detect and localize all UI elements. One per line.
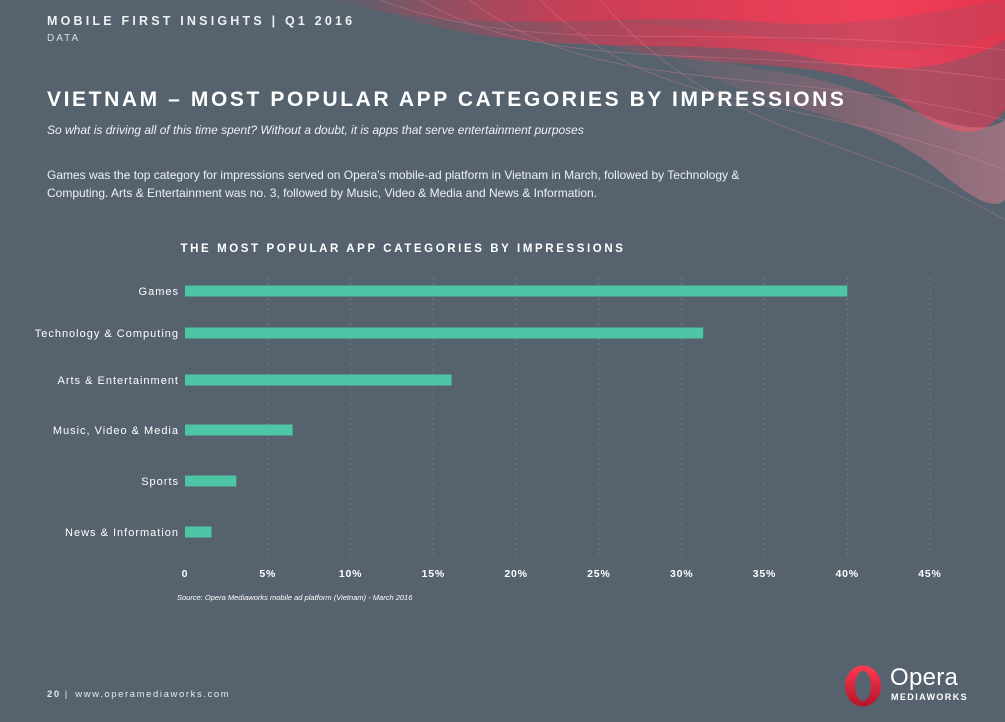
x-tick-label: 15% xyxy=(422,568,445,580)
logo-wordmark: Opera xyxy=(890,664,959,691)
page-title: VIETNAM – MOST POPULAR APP CATEGORIES BY… xyxy=(47,88,847,111)
bar xyxy=(185,285,848,297)
bar xyxy=(185,374,452,386)
x-tick-label: 20% xyxy=(504,568,527,580)
category-label: Sports xyxy=(141,476,179,488)
page-subtitle: So what is driving all of this time spen… xyxy=(47,123,584,137)
category-label: Games xyxy=(139,286,179,298)
x-tick-label: 35% xyxy=(753,568,776,580)
opera-mediaworks-logo: Opera MEDIAWORKS xyxy=(843,664,973,708)
impressions-bar-chart: THE MOST POPULAR APP CATEGORIES BY IMPRE… xyxy=(35,243,941,602)
bar xyxy=(185,327,704,339)
category-label: News & Information xyxy=(65,527,179,539)
bar xyxy=(185,526,212,538)
report-series-label: MOBILE FIRST INSIGHTS | Q1 2016 xyxy=(47,14,356,28)
x-tick-label: 0 xyxy=(182,568,189,580)
intro-paragraph: Games was the top category for impressio… xyxy=(47,168,740,200)
bar xyxy=(185,424,293,436)
x-tick-label: 45% xyxy=(918,568,941,580)
x-tick-label: 30% xyxy=(670,568,693,580)
footer-separator: | xyxy=(64,689,68,700)
logo-subtitle: MEDIAWORKS xyxy=(891,692,968,702)
x-tick-label: 5% xyxy=(259,568,276,580)
bar xyxy=(185,475,237,487)
category-label: Music, Video & Media xyxy=(53,425,179,437)
x-tick-label: 25% xyxy=(587,568,610,580)
page-number: 20 xyxy=(47,689,61,700)
x-tick-label: 10% xyxy=(339,568,362,580)
category-label: Technology & Computing xyxy=(35,328,179,340)
footer: 20 | www.operamediaworks.com xyxy=(47,689,230,700)
section-label: DATA xyxy=(47,33,81,44)
opera-o-icon xyxy=(845,665,881,707)
chart-title: THE MOST POPULAR APP CATEGORIES BY IMPRE… xyxy=(180,243,625,255)
category-label: Arts & Entertainment xyxy=(58,375,180,387)
chart-source: Source: Opera Mediaworks mobile ad platf… xyxy=(177,593,413,602)
x-tick-label: 40% xyxy=(836,568,859,580)
footer-url-link[interactable]: www.operamediaworks.com xyxy=(75,689,231,700)
